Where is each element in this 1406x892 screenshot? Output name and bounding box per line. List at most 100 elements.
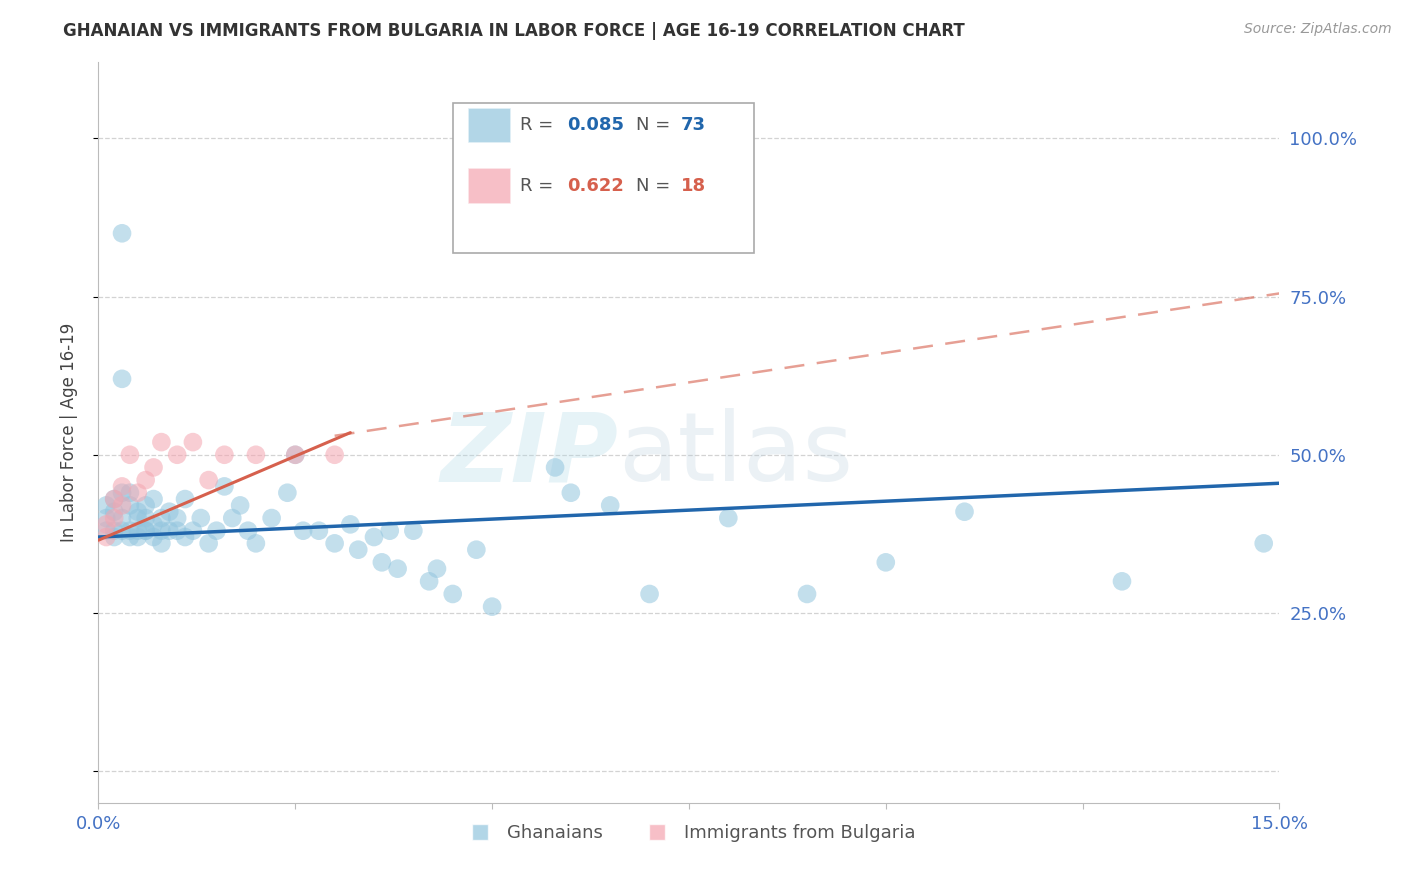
Text: atlas: atlas [619,409,853,501]
Point [127,485,149,500]
FancyBboxPatch shape [468,108,510,143]
Point [111,227,134,241]
Point [150,511,173,525]
Point [465,542,488,557]
Y-axis label: In Labor Force | Age 16-19: In Labor Force | Age 16-19 [59,323,77,542]
Point [127,530,149,544]
Point [118,524,141,538]
Point [245,448,267,462]
Point [378,524,401,538]
Point [441,587,464,601]
Point [236,524,259,538]
Point [111,485,134,500]
Point [402,524,425,538]
Point [205,524,228,538]
Point [96,530,118,544]
Point [166,511,188,525]
Point [111,479,134,493]
Point [190,511,212,525]
Point [229,499,252,513]
Point [796,587,818,601]
Point [166,448,188,462]
Point [127,524,149,538]
Point [135,499,157,513]
Point [481,599,503,614]
Point [111,511,134,525]
Point [347,542,370,557]
Point [426,562,449,576]
Point [245,536,267,550]
Point [135,524,157,538]
Text: 18: 18 [681,178,706,195]
Point [875,555,897,569]
Point [103,491,125,506]
Point [260,511,283,525]
Point [418,574,440,589]
Text: N =: N = [636,116,676,135]
Point [292,524,315,538]
Point [96,517,118,532]
Point [387,562,409,576]
Text: N =: N = [636,178,676,195]
Point [150,435,173,450]
Text: R =: R = [520,178,560,195]
Point [111,524,134,538]
Point [142,491,165,506]
Point [96,524,118,538]
Point [103,530,125,544]
Point [181,435,204,450]
Point [308,524,330,538]
Point [174,530,197,544]
Point [96,511,118,525]
Point [323,536,346,550]
Point [103,524,125,538]
Point [118,530,141,544]
Point [166,524,188,538]
FancyBboxPatch shape [453,103,754,252]
Point [214,448,236,462]
Text: 73: 73 [681,116,706,135]
Point [127,505,149,519]
Point [127,511,149,525]
Text: ZIP: ZIP [440,409,619,501]
Text: 0.622: 0.622 [567,178,624,195]
Point [118,448,141,462]
Point [1253,536,1275,550]
Text: R =: R = [520,116,560,135]
Point [638,587,661,601]
Point [276,485,298,500]
Point [197,536,219,550]
Point [150,524,173,538]
Point [284,448,307,462]
Point [111,499,134,513]
Point [118,499,141,513]
Point [135,524,157,538]
Point [157,505,180,519]
Point [284,448,307,462]
Point [181,524,204,538]
FancyBboxPatch shape [468,169,510,204]
Point [103,505,125,519]
Text: Source: ZipAtlas.com: Source: ZipAtlas.com [1244,22,1392,37]
Legend: Ghanaians, Immigrants from Bulgaria: Ghanaians, Immigrants from Bulgaria [454,817,924,849]
Point [717,511,740,525]
Point [197,473,219,487]
Point [323,448,346,462]
Point [142,460,165,475]
Point [214,479,236,493]
Point [142,517,165,532]
Point [363,530,385,544]
Point [157,524,180,538]
Point [103,491,125,506]
Point [135,473,157,487]
Point [135,511,157,525]
Text: 0.085: 0.085 [567,116,624,135]
Text: GHANAIAN VS IMMIGRANTS FROM BULGARIA IN LABOR FORCE | AGE 16-19 CORRELATION CHAR: GHANAIAN VS IMMIGRANTS FROM BULGARIA IN … [63,22,965,40]
Point [599,499,621,513]
Point [96,499,118,513]
Point [103,511,125,525]
Point [174,491,197,506]
Point [1111,574,1133,589]
Point [953,505,976,519]
Point [118,485,141,500]
